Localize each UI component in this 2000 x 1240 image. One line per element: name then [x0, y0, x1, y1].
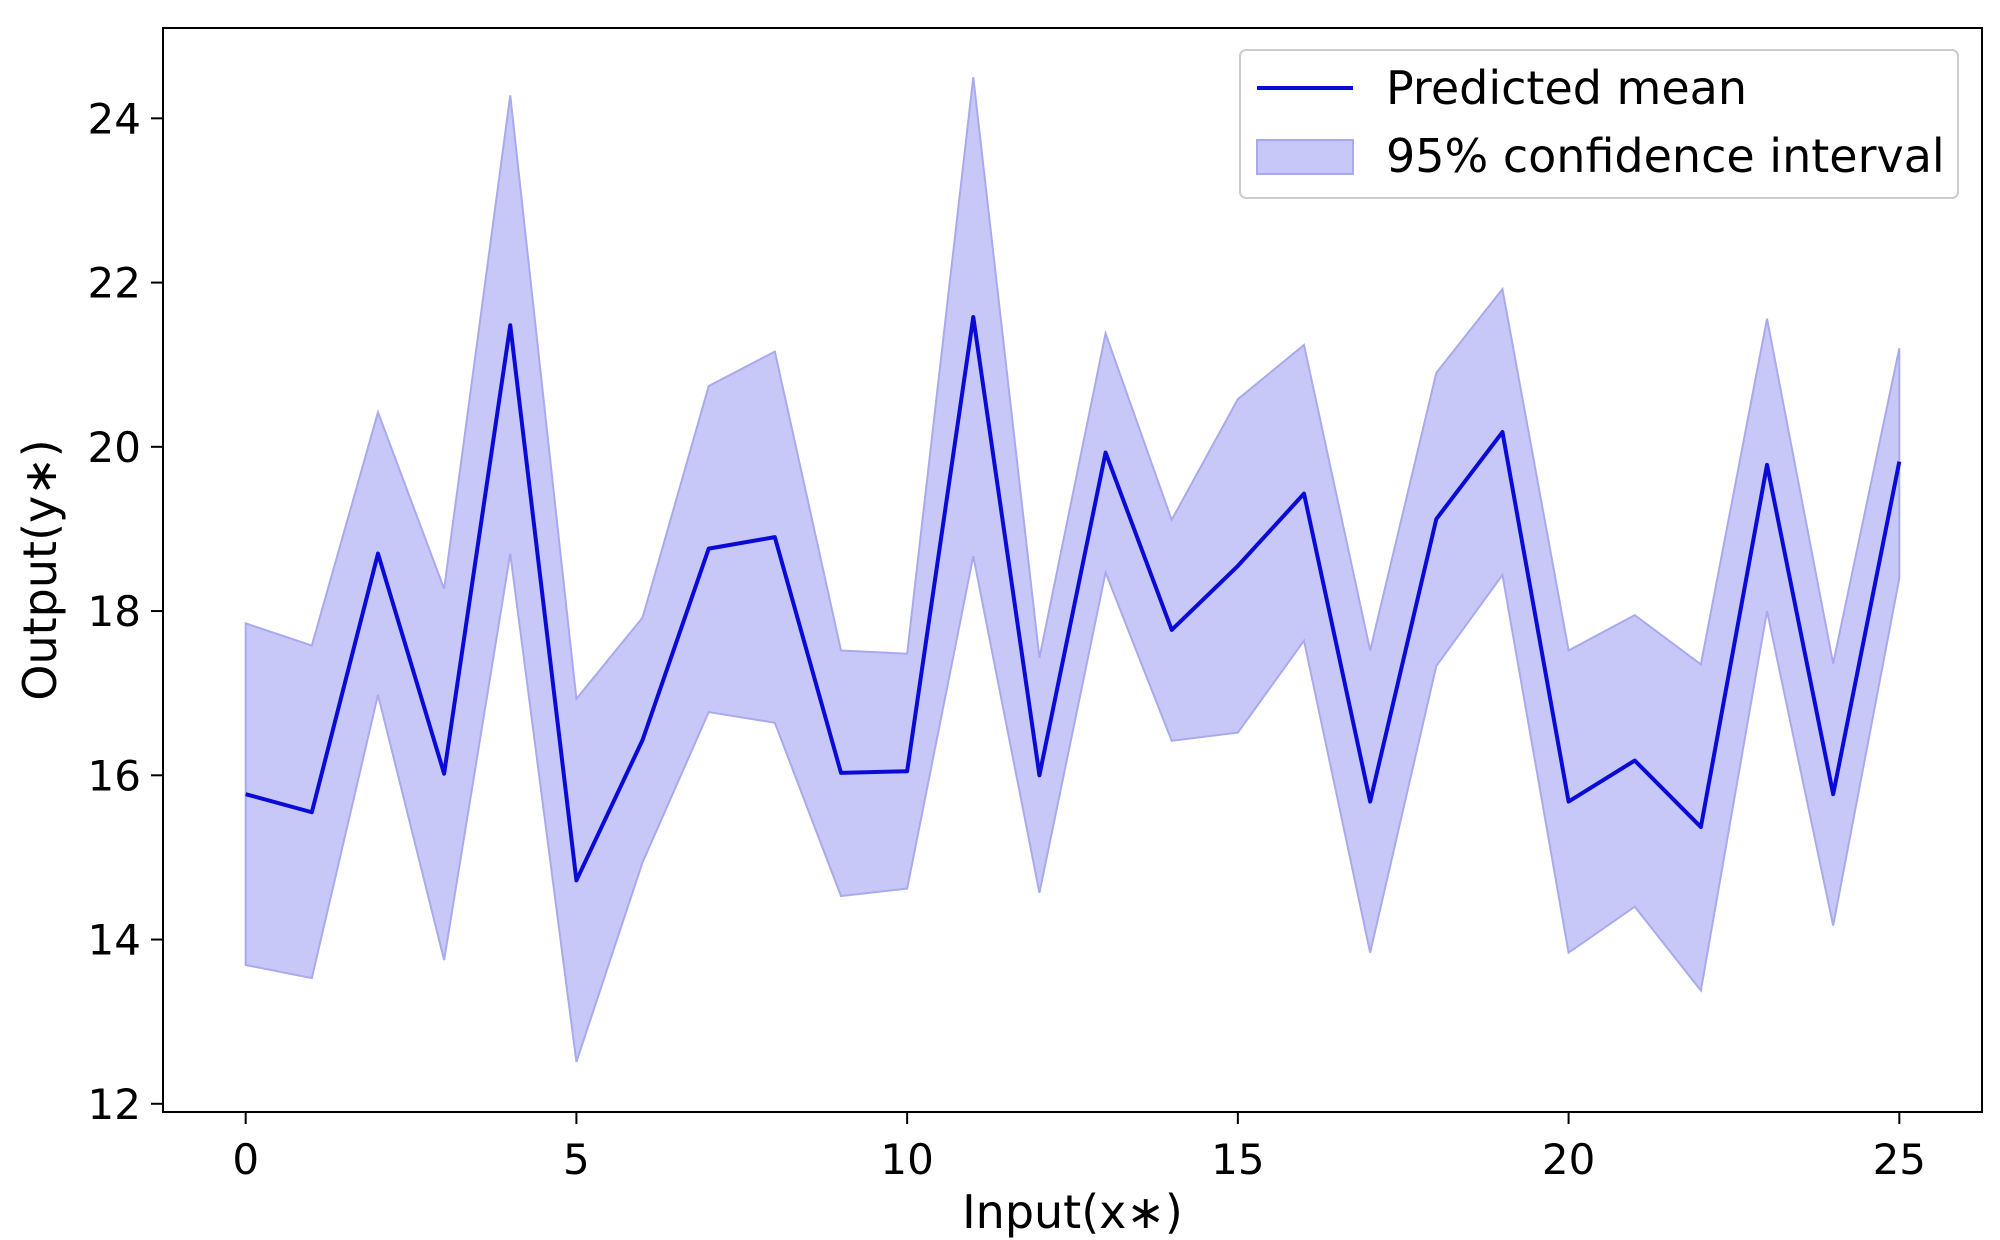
- y-tick-label: 22: [88, 259, 141, 308]
- y-tick-label: 12: [88, 1080, 141, 1129]
- mean-point: [1499, 429, 1505, 435]
- y-tick-label: 20: [88, 423, 141, 472]
- y-tick-label: 14: [88, 916, 141, 965]
- x-tick-label: 25: [1873, 1135, 1926, 1184]
- mean-point: [640, 737, 646, 743]
- mean-point: [1433, 516, 1439, 522]
- mean-point: [243, 791, 249, 797]
- mean-point: [1036, 772, 1042, 778]
- x-tick-label: 15: [1211, 1135, 1264, 1184]
- legend-mean-label: Predicted mean: [1386, 61, 1747, 115]
- mean-point: [1235, 563, 1241, 569]
- legend-band-swatch: [1256, 139, 1354, 175]
- x-axis-ticks: 0 5 10 15 20 25: [232, 1112, 1926, 1184]
- mean-point: [838, 770, 844, 776]
- mean-point: [1103, 450, 1109, 456]
- x-tick-label: 0: [232, 1135, 259, 1184]
- y-tick-label: 24: [88, 94, 141, 143]
- mean-line-layer: [243, 314, 1902, 883]
- mean-point: [706, 546, 712, 552]
- x-tick-label: 10: [880, 1135, 933, 1184]
- y-axis-ticks: 12 14 16 18 20 22 24: [88, 94, 163, 1129]
- mean-line: [245, 315, 1902, 883]
- mean-point: [1566, 799, 1572, 805]
- legend: Predicted mean 95% confidence interval: [1239, 49, 1959, 199]
- mean-point: [904, 768, 910, 774]
- mean-point: [772, 534, 778, 540]
- mean-point: [309, 809, 315, 815]
- x-axis-label: Input(x∗): [962, 1185, 1183, 1239]
- mean-point: [1301, 491, 1307, 497]
- confidence-band-layer: [244, 77, 1901, 1063]
- legend-band-label: 95% confidence interval: [1386, 129, 1945, 183]
- mean-point: [573, 877, 579, 883]
- confidence-band: [244, 77, 1901, 1063]
- mean-point: [970, 314, 976, 320]
- mean-point: [1698, 824, 1704, 830]
- y-tick-label: 16: [88, 751, 141, 800]
- mean-point: [1367, 799, 1373, 805]
- x-tick-label: 5: [563, 1135, 590, 1184]
- mean-point: [1764, 462, 1770, 468]
- x-tick-label: 20: [1542, 1135, 1595, 1184]
- mean-point: [1896, 459, 1902, 465]
- y-axis-label: Output(y∗): [13, 439, 67, 700]
- plot-frame: [162, 27, 1983, 1113]
- y-tick-label: 18: [88, 587, 141, 636]
- mean-point: [441, 771, 447, 777]
- mean-point: [507, 322, 513, 328]
- mean-point: [1632, 758, 1638, 764]
- mean-point: [1169, 627, 1175, 633]
- mean-point: [1830, 791, 1836, 797]
- mean-point: [375, 551, 381, 557]
- legend-box: [1239, 49, 1959, 199]
